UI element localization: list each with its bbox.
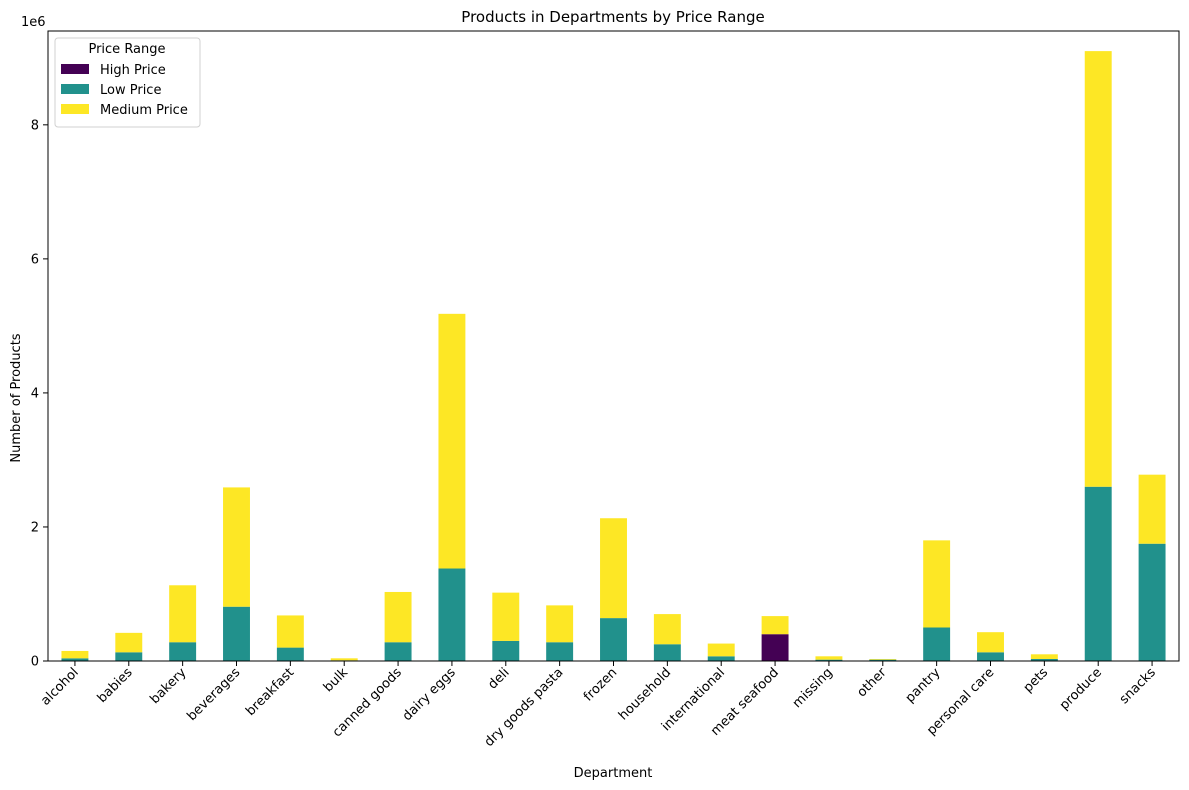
y-axis-title: Number of Products bbox=[9, 333, 24, 462]
y-tick-label: 8 bbox=[31, 118, 39, 133]
bar-segment-medium-price bbox=[169, 585, 197, 643]
x-tick-label: alcohol bbox=[38, 665, 81, 708]
bar-segment-low-price bbox=[653, 644, 681, 661]
x-tick-label: other bbox=[855, 665, 891, 701]
bar-segment-medium-price bbox=[384, 591, 412, 643]
y-tick-label: 2 bbox=[31, 520, 39, 535]
bar-segment-medium-price bbox=[223, 487, 250, 607]
x-tick-label: household bbox=[616, 665, 674, 723]
bar-segment-low-price bbox=[169, 642, 197, 661]
x-tick-label: produce bbox=[1057, 665, 1105, 713]
bar-segment-low-price bbox=[384, 642, 412, 661]
bar-segment-low-price bbox=[115, 652, 143, 661]
bar-segment-high-price bbox=[761, 634, 789, 661]
x-tick-label: snacks bbox=[1117, 665, 1159, 707]
y-tick-label: 4 bbox=[31, 386, 39, 401]
bar-segment-medium-price bbox=[1030, 654, 1058, 659]
bar-segment-medium-price bbox=[1084, 51, 1112, 487]
bar-segment-medium-price bbox=[869, 658, 897, 660]
bars-layer bbox=[61, 51, 1166, 661]
bar-segment-low-price bbox=[61, 658, 89, 661]
x-tick-label: pantry bbox=[903, 665, 944, 706]
legend-title: Price Range bbox=[88, 42, 165, 57]
legend-label: Low Price bbox=[100, 83, 161, 98]
x-tick-label: deli bbox=[485, 665, 512, 692]
bar-segment-medium-price bbox=[600, 518, 627, 619]
bar-segment-medium-price bbox=[653, 614, 681, 645]
x-tick-label: pets bbox=[1021, 665, 1052, 696]
legend-swatch bbox=[61, 64, 89, 74]
legend-items: High Price Low Price Medium Price bbox=[61, 63, 188, 118]
bar-segment-medium-price bbox=[492, 592, 520, 641]
bar-segment-medium-price bbox=[761, 616, 789, 635]
bar-segment-medium-price bbox=[546, 605, 574, 643]
bar-segment-low-price bbox=[1030, 658, 1058, 661]
bar-segment-medium-price bbox=[276, 615, 304, 648]
bar-segment-low-price bbox=[276, 647, 304, 661]
bar-segment-medium-price bbox=[977, 632, 1004, 653]
x-tick-label: dairy eggs bbox=[400, 665, 459, 724]
bar-segment-low-price bbox=[1138, 543, 1166, 661]
legend-box bbox=[54, 37, 201, 128]
bar-segment-low-price bbox=[869, 659, 897, 661]
bar-segment-medium-price bbox=[115, 632, 143, 653]
y-tick-label: 6 bbox=[31, 252, 39, 267]
bar-segment-medium-price bbox=[1138, 474, 1166, 544]
bar-segment-low-price bbox=[438, 568, 466, 661]
bar-segment-medium-price bbox=[707, 643, 735, 657]
bar-segment-medium-price bbox=[438, 313, 466, 569]
bar-segment-low-price bbox=[546, 642, 574, 661]
bar-segment-medium-price bbox=[330, 658, 358, 661]
y-tick-label: 0 bbox=[31, 655, 39, 670]
bar-segment-low-price bbox=[600, 618, 627, 661]
plot-frame bbox=[47, 30, 1180, 662]
bar-segment-medium-price bbox=[815, 656, 843, 660]
y-scale-label: 1e6 bbox=[21, 15, 46, 30]
y-axis: 0 2 4 6 8 bbox=[31, 118, 48, 670]
x-tick-label: babies bbox=[95, 665, 136, 706]
x-tick-label: missing bbox=[790, 665, 836, 711]
legend-label: High Price bbox=[100, 63, 166, 78]
x-tick-label: beverages bbox=[184, 665, 243, 724]
bar-segment-low-price bbox=[923, 627, 951, 661]
bar-segment-low-price bbox=[1084, 486, 1112, 661]
x-tick-label: bakery bbox=[148, 665, 190, 707]
bar-segment-low-price bbox=[977, 652, 1004, 661]
bar-segment-low-price bbox=[707, 656, 735, 661]
legend-swatch bbox=[61, 104, 89, 114]
chart-title: Products in Departments by Price Range bbox=[461, 8, 764, 26]
bar-segment-medium-price bbox=[61, 650, 89, 659]
legend-label: Medium Price bbox=[100, 103, 188, 118]
x-axis-title: Department bbox=[574, 766, 653, 781]
bar-segment-medium-price bbox=[923, 540, 951, 628]
bar-segment-low-price bbox=[815, 659, 843, 661]
bar-segment-low-price bbox=[492, 640, 520, 661]
bar-segment-low-price bbox=[223, 606, 250, 661]
legend-swatch bbox=[61, 84, 89, 94]
x-tick-label: breakfast bbox=[243, 665, 297, 719]
legend: Price Range High Price Low Price Medium Pr… bbox=[54, 37, 201, 128]
x-tick-label: bulk bbox=[321, 665, 351, 695]
x-tick-label: frozen bbox=[581, 665, 620, 704]
